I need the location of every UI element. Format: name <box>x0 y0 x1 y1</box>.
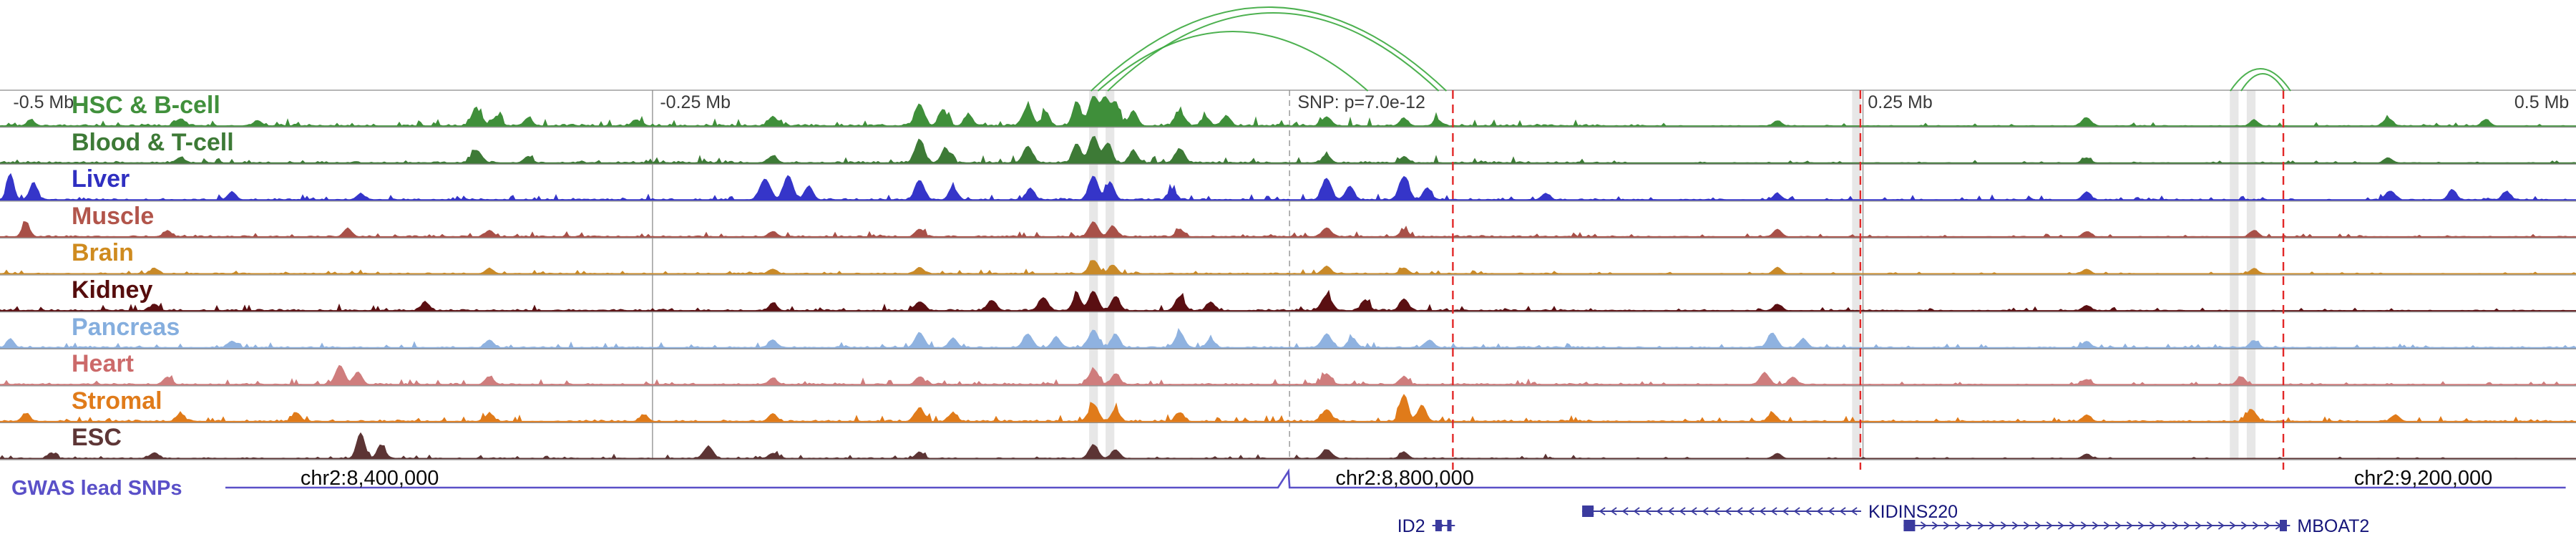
strand-chevron <box>2149 521 2156 530</box>
strand-chevron <box>1610 507 1617 516</box>
strand-chevron <box>2057 521 2064 530</box>
strand-chevron <box>1839 507 1846 516</box>
strand-chevron <box>2252 521 2259 530</box>
strand-chevron <box>2000 521 2007 530</box>
strand-chevron <box>2092 521 2099 530</box>
signal-track-muscle <box>0 221 2576 238</box>
strand-chevron <box>1931 521 1938 530</box>
track-label-stromal: Stromal <box>72 387 162 415</box>
strand-chevron <box>1966 521 1973 530</box>
gwas-track-label: GWAS lead SNPs <box>11 477 182 500</box>
interaction-arc <box>1090 6 1448 92</box>
strand-chevron <box>1816 507 1823 516</box>
genomic-coordinate-label: chr2:8,400,000 <box>300 467 439 490</box>
strand-chevron <box>2046 521 2053 530</box>
ruler-label: 0.5 Mb <box>2514 92 2570 112</box>
track-label-heart: Heart <box>72 350 134 378</box>
gene-label-kidins220: KIDINS220 <box>1868 502 1958 522</box>
strand-chevron <box>1679 507 1686 516</box>
strand-chevron <box>1782 507 1789 516</box>
strand-chevron <box>1989 521 1996 530</box>
strand-chevron <box>1943 521 1950 530</box>
strand-chevron <box>1736 507 1743 516</box>
track-label-brain: Brain <box>72 239 134 267</box>
strand-chevron <box>2080 521 2087 530</box>
signal-track-kidney <box>0 289 2576 311</box>
signal-track-hsc-b-cell <box>0 96 2576 127</box>
strand-chevron <box>1920 521 1927 530</box>
track-label-liver: Liver <box>72 165 130 193</box>
genomic-coordinate-label: chr2:8,800,000 <box>1335 467 1474 490</box>
track-label-kidney: Kidney <box>72 276 153 304</box>
strand-chevron <box>1954 521 1961 530</box>
interaction-arc <box>1097 31 1369 92</box>
strand-chevron <box>2183 521 2190 530</box>
strand-chevron <box>1793 507 1800 516</box>
strand-chevron <box>2034 521 2041 530</box>
strand-chevron <box>1724 507 1732 516</box>
interaction-arc <box>2230 68 2291 92</box>
strand-chevron <box>1702 507 1709 516</box>
strand-chevron <box>1747 507 1755 516</box>
strand-chevron <box>2172 521 2179 530</box>
strand-chevron <box>2103 521 2110 530</box>
gwas-snp-line <box>225 468 2566 489</box>
signal-track-liver <box>0 173 2576 201</box>
strand-chevron <box>2023 521 2030 530</box>
strand-chevron <box>2160 521 2167 530</box>
track-label-esc: ESC <box>72 424 122 452</box>
strand-chevron <box>2011 521 2019 530</box>
signal-track-heart <box>0 364 2576 386</box>
strand-chevron <box>1828 507 1835 516</box>
strand-chevron <box>2137 521 2145 530</box>
gene-label-mboat2: MBOAT2 <box>2297 516 2369 536</box>
gene-exon <box>1903 520 1916 531</box>
strand-chevron <box>2240 521 2248 530</box>
signal-track-brain <box>0 260 2576 275</box>
strand-chevron <box>1690 507 1697 516</box>
signal-track-pancreas <box>0 327 2576 349</box>
signal-track-blood-t-cell <box>0 135 2576 164</box>
interaction-arc <box>2240 73 2285 92</box>
strand-chevron <box>1713 507 1720 516</box>
strand-chevron <box>1621 507 1629 516</box>
strand-chevron <box>1850 507 1858 516</box>
strand-chevron <box>1805 507 1812 516</box>
strand-chevron <box>2229 521 2236 530</box>
ruler-label: -0.5 Mb <box>13 92 74 112</box>
ruler-label: SNP: p=7.0e-12 <box>1297 92 1425 112</box>
strand-chevron <box>1633 507 1640 516</box>
strand-chevron <box>1977 521 1984 530</box>
gene-exon <box>1447 520 1452 531</box>
strand-chevron <box>1759 507 1766 516</box>
strand-chevron <box>2218 521 2225 530</box>
gene-exon <box>1435 520 1442 531</box>
gene-label-id2: ID2 <box>1397 516 1425 536</box>
strand-chevron <box>1644 507 1652 516</box>
strand-chevron <box>1599 507 1606 516</box>
track-label-blood-t-cell: Blood & T-cell <box>72 128 234 156</box>
strand-chevron <box>2069 521 2076 530</box>
track-label-hsc-b-cell: HSC & B-cell <box>72 92 220 119</box>
strand-chevron <box>2206 521 2213 530</box>
ruler-label: 0.25 Mb <box>1868 92 1933 112</box>
track-label-pancreas: Pancreas <box>72 313 180 341</box>
strand-chevron <box>2114 521 2122 530</box>
signal-track-stromal <box>0 394 2576 422</box>
ruler-label: -0.25 Mb <box>660 92 731 112</box>
genomic-coordinate-label: chr2:9,200,000 <box>2353 467 2493 490</box>
strand-chevron <box>2263 521 2270 530</box>
track-label-muscle: Muscle <box>72 202 155 230</box>
strand-chevron <box>2126 521 2133 530</box>
gene-exon <box>1582 505 1594 517</box>
signal-track-esc <box>0 432 2576 460</box>
gene-exon <box>2280 520 2287 531</box>
strand-chevron <box>1770 507 1777 516</box>
interaction-arc <box>1107 12 1440 92</box>
strand-chevron <box>2195 521 2202 530</box>
strand-chevron <box>1656 507 1663 516</box>
strand-chevron <box>1667 507 1674 516</box>
